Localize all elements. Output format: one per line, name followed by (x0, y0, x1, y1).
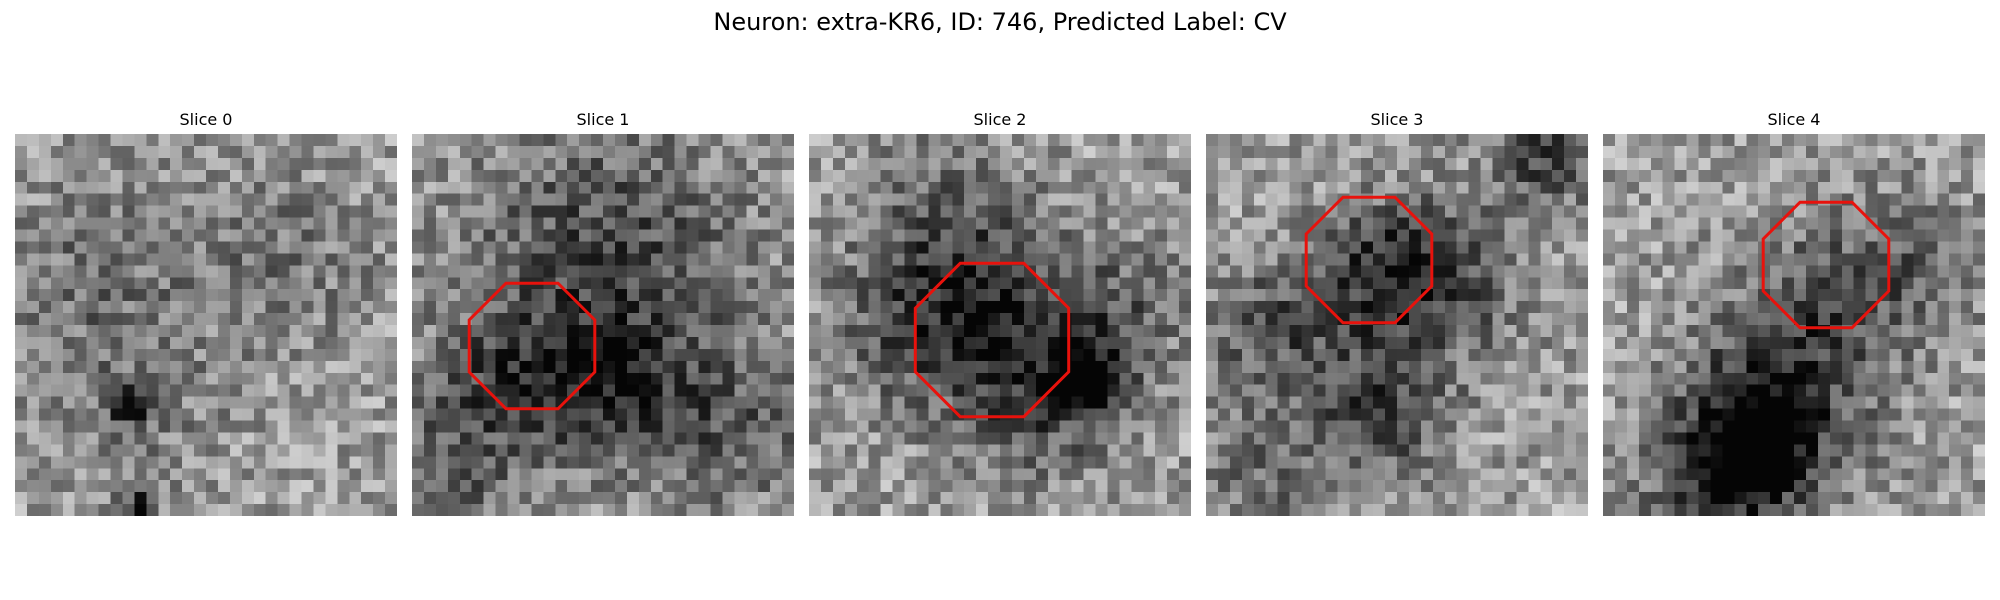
panel-title-slice-2: Slice 2 (973, 110, 1027, 129)
slice-image-4 (1603, 134, 1985, 516)
figure-title: Neuron: extra-KR6, ID: 746, Predicted La… (713, 8, 1287, 36)
region-outline (467, 281, 597, 411)
panel-title-slice-3: Slice 3 (1370, 110, 1424, 129)
region-outline (1304, 195, 1434, 325)
panel-title-slice-4: Slice 4 (1767, 110, 1821, 129)
slice-image-3 (1206, 134, 1588, 516)
pixel-grid (412, 134, 794, 516)
slice-image-0 (15, 134, 397, 516)
panel-title-slice-0: Slice 0 (179, 110, 233, 129)
panel-title-slice-1: Slice 1 (576, 110, 630, 129)
pixel-grid (1206, 134, 1588, 516)
slice-image-2 (809, 134, 1191, 516)
slice-image-1 (412, 134, 794, 516)
pixel-grid (1603, 134, 1985, 516)
region-outline (1761, 200, 1891, 330)
region-outline (913, 261, 1071, 419)
pixel-grid (809, 134, 1191, 516)
pixel-grid (15, 134, 397, 516)
